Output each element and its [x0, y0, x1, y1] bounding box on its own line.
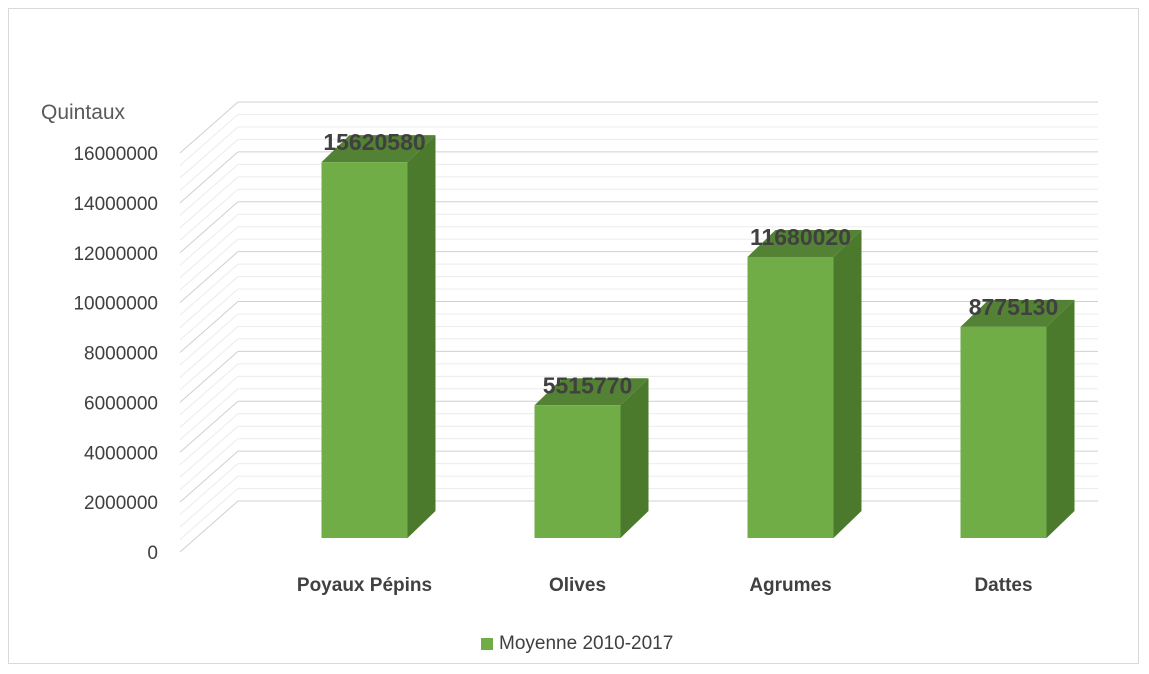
gridline-side: [179, 463, 239, 515]
data-labels: 15620580 5515770 11680020 8775130: [323, 129, 1058, 398]
data-label: 15620580: [323, 129, 425, 155]
bar-side: [407, 135, 436, 538]
gridline-side: [179, 500, 239, 553]
gridline-side: [179, 413, 239, 466]
gridline-side: [179, 326, 239, 378]
gridline-side: [179, 163, 239, 216]
gridline-side: [179, 213, 239, 266]
y-tick-label: 14000000: [73, 194, 158, 215]
bars: [321, 135, 1075, 538]
gridline-side: [179, 338, 239, 391]
gridline-side: [179, 114, 239, 166]
gridline-side: [179, 201, 239, 254]
gridline-side: [179, 488, 239, 540]
gridline-side: [179, 263, 239, 316]
gridline-side: [179, 400, 239, 453]
gridline-side: [179, 126, 239, 179]
y-tick-label: 6000000: [84, 393, 158, 414]
gridline-side: [179, 101, 239, 154]
gridline-side: [179, 176, 239, 229]
legend-swatch: [481, 638, 493, 650]
gridline-side: [179, 425, 239, 478]
x-tick-label: Olives: [549, 575, 606, 596]
bar-top: [534, 378, 649, 406]
gridline-side: [179, 139, 239, 191]
gridline-side: [179, 475, 239, 528]
bar: [960, 326, 1047, 538]
gridline-side: [179, 350, 239, 403]
y-tick-label: 16000000: [73, 144, 158, 165]
gridline-side: [179, 363, 239, 416]
bar-top: [321, 135, 436, 163]
x-tick-label: Dattes: [974, 575, 1032, 596]
x-tick-label: Poyaux Pépins: [297, 575, 432, 596]
x-tick-label: Agrumes: [749, 575, 831, 596]
y-tick-label: 8000000: [84, 344, 158, 365]
gridline-side: [179, 388, 239, 441]
x-axis-ticks: Poyaux Pépins Olives Agrumes Dattes: [297, 575, 1033, 596]
gridline-side: [179, 151, 239, 204]
y-tick-label: 4000000: [84, 443, 158, 464]
bar: [321, 162, 408, 538]
y-axis-label: Quintaux: [41, 101, 126, 124]
gridline-side: [179, 251, 239, 304]
bar: [747, 256, 834, 538]
y-tick-label: 10000000: [73, 294, 158, 315]
y-tick-label: 12000000: [73, 244, 158, 265]
legend-label: Moyenne 2010-2017: [499, 633, 674, 654]
data-label: 8775130: [969, 294, 1059, 320]
gridline-side: [179, 288, 239, 341]
bar-top: [960, 299, 1075, 327]
chart-frame: [8, 8, 1139, 664]
gridline-side: [179, 313, 239, 366]
y-tick-label: 2000000: [84, 493, 158, 514]
legend: Moyenne 2010-2017: [481, 632, 673, 656]
gridline-side: [179, 226, 239, 279]
gridline-side: [179, 276, 239, 328]
gridline-side: [179, 238, 239, 291]
gridline-side: [179, 438, 239, 491]
bar-side: [620, 378, 649, 538]
bar: [534, 405, 621, 538]
gridline-side: [179, 375, 239, 428]
bar-side: [1046, 299, 1075, 538]
y-tick-label: 0: [147, 543, 158, 564]
gridline-side: [179, 450, 239, 503]
data-label: 5515770: [543, 372, 633, 398]
gridline-side: [179, 188, 239, 241]
y-axis-ticks: 0 2000000 4000000 6000000 8000000 10000000 120…: [73, 144, 158, 564]
gridline-side: [179, 301, 239, 353]
bar-side: [833, 229, 862, 538]
bar-top: [747, 229, 862, 257]
data-label: 11680020: [750, 224, 851, 250]
